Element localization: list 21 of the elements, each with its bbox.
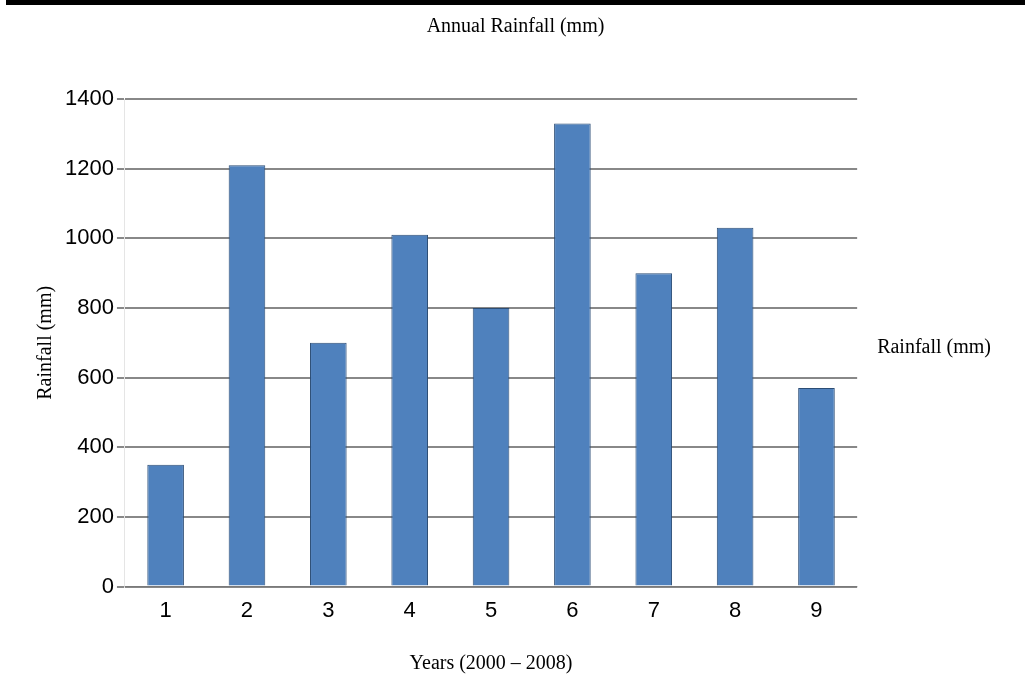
- y-tick-label: 0: [101, 572, 114, 598]
- x-tick-label: 1: [159, 596, 172, 622]
- x-tick-label: 5: [484, 596, 498, 622]
- x-tick-label: 3: [322, 596, 335, 622]
- x-tick-label: 4: [403, 596, 416, 622]
- x-tick-label: 8: [728, 596, 742, 622]
- y-tick-label: 800: [77, 294, 114, 320]
- y-tick-label: 400: [77, 433, 114, 459]
- text: Rainfall (mm): [877, 334, 991, 358]
- x-tick-label: 9: [810, 596, 823, 622]
- x-tick-label: 7: [647, 596, 660, 622]
- y-tick-label: 200: [77, 503, 114, 529]
- y-axis-title: Rainfall (mm): [33, 285, 57, 400]
- y-tick-label: 1200: [64, 154, 114, 180]
- y-tick-label: 600: [77, 363, 114, 389]
- y-tick-label: 1000: [64, 224, 114, 250]
- x-tick-label: 2: [240, 596, 254, 622]
- x-tick-label: 6: [566, 596, 579, 622]
- chart-title: Annual Rainfall (mm): [426, 14, 605, 38]
- x-axis-title: Years (2000 – 2008): [409, 651, 573, 675]
- y-tick-label: 1400: [64, 85, 114, 111]
